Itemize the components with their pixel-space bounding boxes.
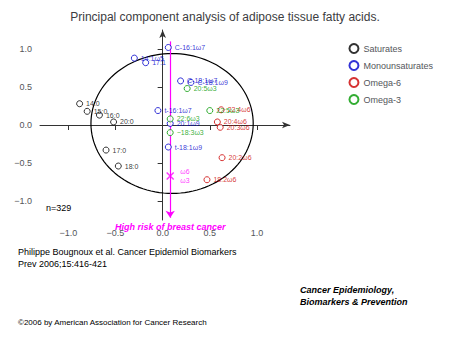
svg-text:20:5ω3: 20:5ω3 — [194, 85, 217, 92]
svg-text:22:5ω3: 22:5ω3 — [216, 107, 239, 114]
svg-text:20:2ω6: 20:2ω6 — [229, 154, 252, 161]
svg-text:17:1: 17:1 — [152, 59, 166, 66]
svg-text:C-18:1ω9: C-18:1ω9 — [197, 78, 228, 86]
svg-text:Saturates: Saturates — [363, 44, 402, 54]
svg-text:16:0: 16:0 — [106, 112, 120, 119]
svg-text:17:0: 17:0 — [113, 147, 127, 154]
svg-text:Biomarkers & Prevention: Biomarkers & Prevention — [300, 297, 408, 307]
svg-text:0.0: 0.0 — [156, 227, 169, 238]
svg-text:18:2ω6: 18:2ω6 — [213, 176, 236, 183]
svg-text:Cancer Epidemiology,: Cancer Epidemiology, — [300, 285, 394, 295]
svg-text:t-18:1ω9: t-18:1ω9 — [175, 144, 202, 151]
svg-text:0.5: 0.5 — [203, 227, 217, 238]
svg-text:ω6: ω6 — [180, 168, 189, 175]
svg-text:20:4ω6: 20:4ω6 — [223, 118, 247, 126]
svg-text:Omega-6: Omega-6 — [363, 78, 401, 88]
svg-text:−0.5: −0.5 — [14, 158, 32, 168]
svg-text:0.0: 0.0 — [19, 120, 32, 130]
svg-text:20:1ω9: 20:1ω9 — [176, 120, 200, 127]
svg-text:Monounsaturates: Monounsaturates — [363, 61, 433, 71]
svg-text:20:0: 20:0 — [120, 118, 134, 125]
svg-text:1.0: 1.0 — [251, 228, 264, 238]
svg-text:Prev 2006;15:416-421: Prev 2006;15:416-421 — [18, 259, 107, 269]
svg-text:−1.0: −1.0 — [59, 228, 77, 238]
svg-text:15:0: 15:0 — [93, 107, 108, 115]
svg-text:ω3: ω3 — [180, 177, 189, 184]
svg-text:©2006 by American Association: ©2006 by American Association for Cancer… — [18, 318, 207, 327]
svg-text:Philippe Bougnoux et al. Cance: Philippe Bougnoux et al. Cancer Epidemio… — [18, 247, 237, 257]
svg-text:0.5: 0.5 — [19, 82, 32, 92]
svg-text:t-16:1ω7: t-16:1ω7 — [164, 107, 191, 114]
svg-text:22:6ω3: 22:6ω3 — [177, 115, 200, 122]
svg-text:14:1ω5: 14:1ω5 — [140, 54, 164, 62]
svg-text:Principal component analysis o: Principal component analysis of adipose … — [70, 10, 380, 24]
svg-text:C-16:1ω7: C-16:1ω7 — [175, 44, 205, 51]
svg-text:Omega-3: Omega-3 — [363, 95, 401, 105]
svg-text:1.0: 1.0 — [19, 44, 32, 54]
svg-text:−18:3ω3: −18:3ω3 — [177, 129, 204, 136]
svg-text:−1.0: −1.0 — [14, 196, 32, 206]
svg-text:14:0: 14:0 — [86, 100, 100, 107]
svg-text:n=329: n=329 — [46, 203, 71, 213]
svg-text:20:3ω6: 20:3ω6 — [227, 124, 250, 131]
svg-text:−0.5: −0.5 — [106, 227, 125, 238]
svg-text:18:0: 18:0 — [125, 163, 139, 170]
svg-text:High risk of breast cancer: High risk of breast cancer — [115, 222, 226, 232]
